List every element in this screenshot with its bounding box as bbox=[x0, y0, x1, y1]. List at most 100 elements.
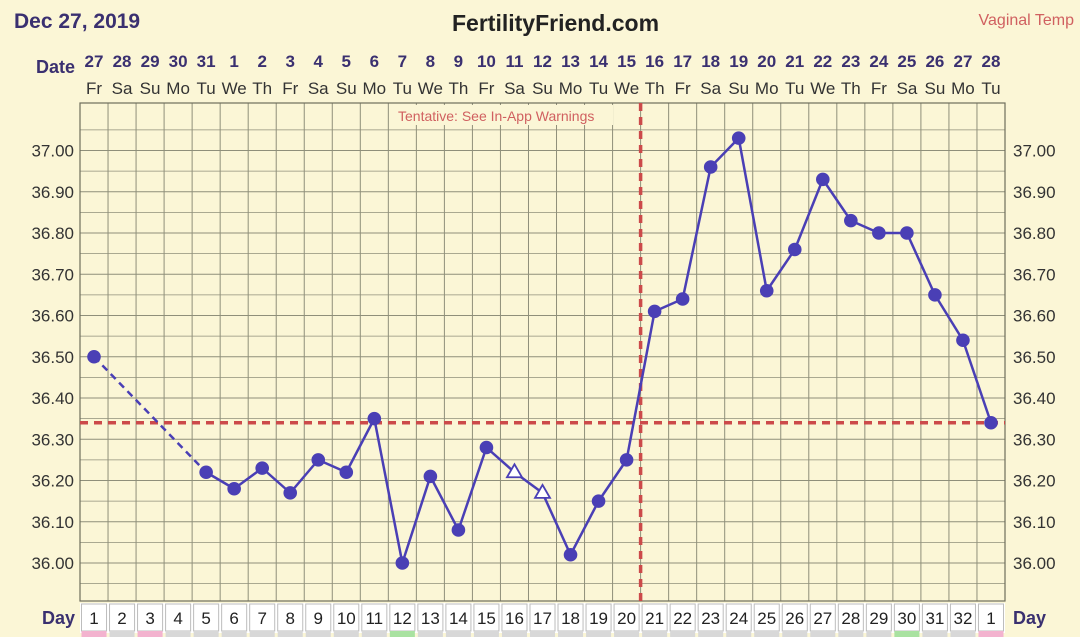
weekday-label: Mo bbox=[755, 79, 779, 98]
data-point bbox=[900, 226, 914, 240]
y-tick-label-left: 36.20 bbox=[31, 472, 74, 491]
day-strip bbox=[165, 631, 191, 637]
weekday-label: Mo bbox=[363, 79, 387, 98]
data-point-open bbox=[505, 462, 524, 479]
data-point bbox=[928, 288, 942, 302]
cycle-day-label: 32 bbox=[953, 609, 972, 628]
day-cell bbox=[781, 603, 808, 632]
y-tick-label-left: 37.00 bbox=[31, 142, 74, 161]
date-label: 17 bbox=[673, 52, 692, 71]
series-line-segment bbox=[569, 500, 600, 556]
plot-background bbox=[80, 103, 1005, 601]
date-label: 1 bbox=[229, 52, 238, 71]
day-strip bbox=[782, 631, 808, 637]
cycle-day-label: 1 bbox=[89, 609, 98, 628]
date-label: 31 bbox=[197, 52, 216, 71]
weekday-label: Mo bbox=[166, 79, 190, 98]
cycle-day-label: 12 bbox=[393, 609, 412, 628]
weekday-label: We bbox=[418, 79, 443, 98]
cycle-day-label: 24 bbox=[729, 609, 748, 628]
weekday-label: Fr bbox=[282, 79, 298, 98]
data-point bbox=[647, 304, 662, 319]
cycle-day-label: 6 bbox=[229, 609, 238, 628]
y-tick-label-left: 36.40 bbox=[31, 389, 74, 408]
cycle-day-label: 20 bbox=[617, 609, 636, 628]
cycle-day-label: 7 bbox=[257, 609, 266, 628]
day-cell bbox=[417, 603, 444, 632]
cycle-day-label: 25 bbox=[757, 609, 776, 628]
data-point bbox=[563, 547, 578, 562]
date-label: 24 bbox=[869, 52, 888, 71]
weekday-label: Su bbox=[140, 79, 161, 98]
day-strip bbox=[810, 631, 836, 637]
series-line-segment bbox=[541, 492, 572, 556]
date-label: 13 bbox=[561, 52, 580, 71]
day-strip bbox=[614, 631, 640, 637]
day-strip bbox=[726, 631, 752, 637]
day-strip bbox=[950, 631, 976, 637]
series-line-segment bbox=[401, 475, 432, 564]
data-point bbox=[872, 226, 886, 240]
date-label: 9 bbox=[454, 52, 463, 71]
day-strip bbox=[642, 631, 668, 637]
date-label: 21 bbox=[785, 52, 804, 71]
date-label: 30 bbox=[169, 52, 188, 71]
y-tick-label-left: 36.30 bbox=[31, 430, 74, 449]
data-point bbox=[731, 131, 746, 145]
date-label: 22 bbox=[813, 52, 832, 71]
cycle-day-label: 18 bbox=[561, 609, 580, 628]
y-tick-label-left: 36.90 bbox=[31, 183, 74, 202]
day-strip bbox=[754, 631, 780, 637]
date-label: 3 bbox=[285, 52, 294, 71]
day-cell bbox=[557, 603, 584, 632]
day-highlight bbox=[81, 631, 107, 637]
date-label: 26 bbox=[925, 52, 944, 71]
data-point bbox=[956, 333, 970, 348]
weekday-label: Tu bbox=[197, 79, 216, 98]
cycle-day-labels: 1 2 3 4 5 6 7 8 9 10 11 12 13 14 15 16 17 18 19 20 21 22 23 24 2… bbox=[89, 609, 995, 628]
temperature-series bbox=[87, 131, 998, 570]
weekday-label: Su bbox=[925, 79, 946, 98]
coverline-group bbox=[80, 103, 1005, 601]
date-label: 2 bbox=[257, 52, 266, 71]
day-cell bbox=[249, 603, 276, 632]
day-strip bbox=[838, 631, 864, 637]
y-tick-label-right: 36.10 bbox=[1013, 513, 1056, 532]
y-tick-label-right: 36.60 bbox=[1013, 307, 1056, 326]
weekday-label: Fr bbox=[675, 79, 691, 98]
date-label: 23 bbox=[841, 52, 860, 71]
weekday-label: We bbox=[810, 79, 835, 98]
day-strip bbox=[109, 631, 135, 637]
date-labels: 27 Fr 28 Sa 29 Su 30 Mo 31 Tu 1 We 2 Th 3 Fr 4 Sa 5 Su 6 Mo 7 T… bbox=[85, 52, 1001, 98]
cycle-day-label: 14 bbox=[449, 609, 468, 628]
weekday-label: Tu bbox=[785, 79, 804, 98]
cycle-day-label: 22 bbox=[673, 609, 692, 628]
date-label: 18 bbox=[701, 52, 720, 71]
series-line-segment bbox=[905, 232, 937, 296]
y-tick-label-left: 36.80 bbox=[31, 224, 74, 243]
day-row-label-right: Day bbox=[1013, 608, 1046, 628]
weekday-label: Fr bbox=[86, 79, 102, 98]
warning-backdrop bbox=[395, 105, 613, 125]
day-highlight bbox=[978, 631, 1004, 637]
cycle-day-label: 10 bbox=[337, 609, 356, 628]
series-line-segment bbox=[93, 355, 208, 474]
grid bbox=[79, 102, 1006, 602]
day-highlight bbox=[894, 631, 920, 637]
cycle-day-label: 26 bbox=[785, 609, 804, 628]
y-tick-label-left: 36.70 bbox=[31, 265, 74, 284]
weekday-label: Su bbox=[728, 79, 749, 98]
day-strip bbox=[221, 631, 247, 637]
day-strip bbox=[670, 631, 696, 637]
date-label: 8 bbox=[426, 52, 435, 71]
weekday-label: Tu bbox=[393, 79, 412, 98]
day-strip bbox=[305, 631, 331, 637]
y-tick-label-left: 36.00 bbox=[31, 554, 74, 573]
day-cell bbox=[193, 603, 220, 632]
weekday-label: We bbox=[222, 79, 247, 98]
day-strip bbox=[277, 631, 303, 637]
cycle-day-label: 16 bbox=[505, 609, 524, 628]
day-strip bbox=[333, 631, 359, 637]
day-cell bbox=[165, 603, 192, 632]
data-point bbox=[255, 461, 269, 475]
